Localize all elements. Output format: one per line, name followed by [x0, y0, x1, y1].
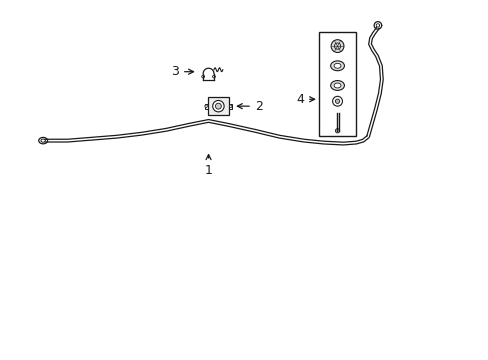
Circle shape	[215, 103, 221, 109]
Circle shape	[212, 100, 224, 112]
Circle shape	[204, 105, 207, 107]
Circle shape	[330, 40, 343, 53]
Text: 1: 1	[204, 155, 212, 177]
Text: 4: 4	[296, 93, 314, 106]
Bar	[318, 32, 356, 136]
Circle shape	[202, 75, 204, 78]
Ellipse shape	[333, 63, 340, 68]
Circle shape	[212, 75, 215, 78]
Circle shape	[335, 129, 339, 133]
Ellipse shape	[330, 61, 344, 71]
Text: 3: 3	[171, 65, 193, 78]
Circle shape	[335, 99, 339, 103]
Circle shape	[332, 96, 342, 106]
Ellipse shape	[333, 83, 340, 88]
FancyBboxPatch shape	[207, 97, 229, 115]
Bar	[229, 104, 232, 109]
Circle shape	[229, 105, 231, 107]
Ellipse shape	[330, 81, 344, 90]
Text: 2: 2	[237, 100, 262, 113]
Bar	[204, 104, 207, 109]
